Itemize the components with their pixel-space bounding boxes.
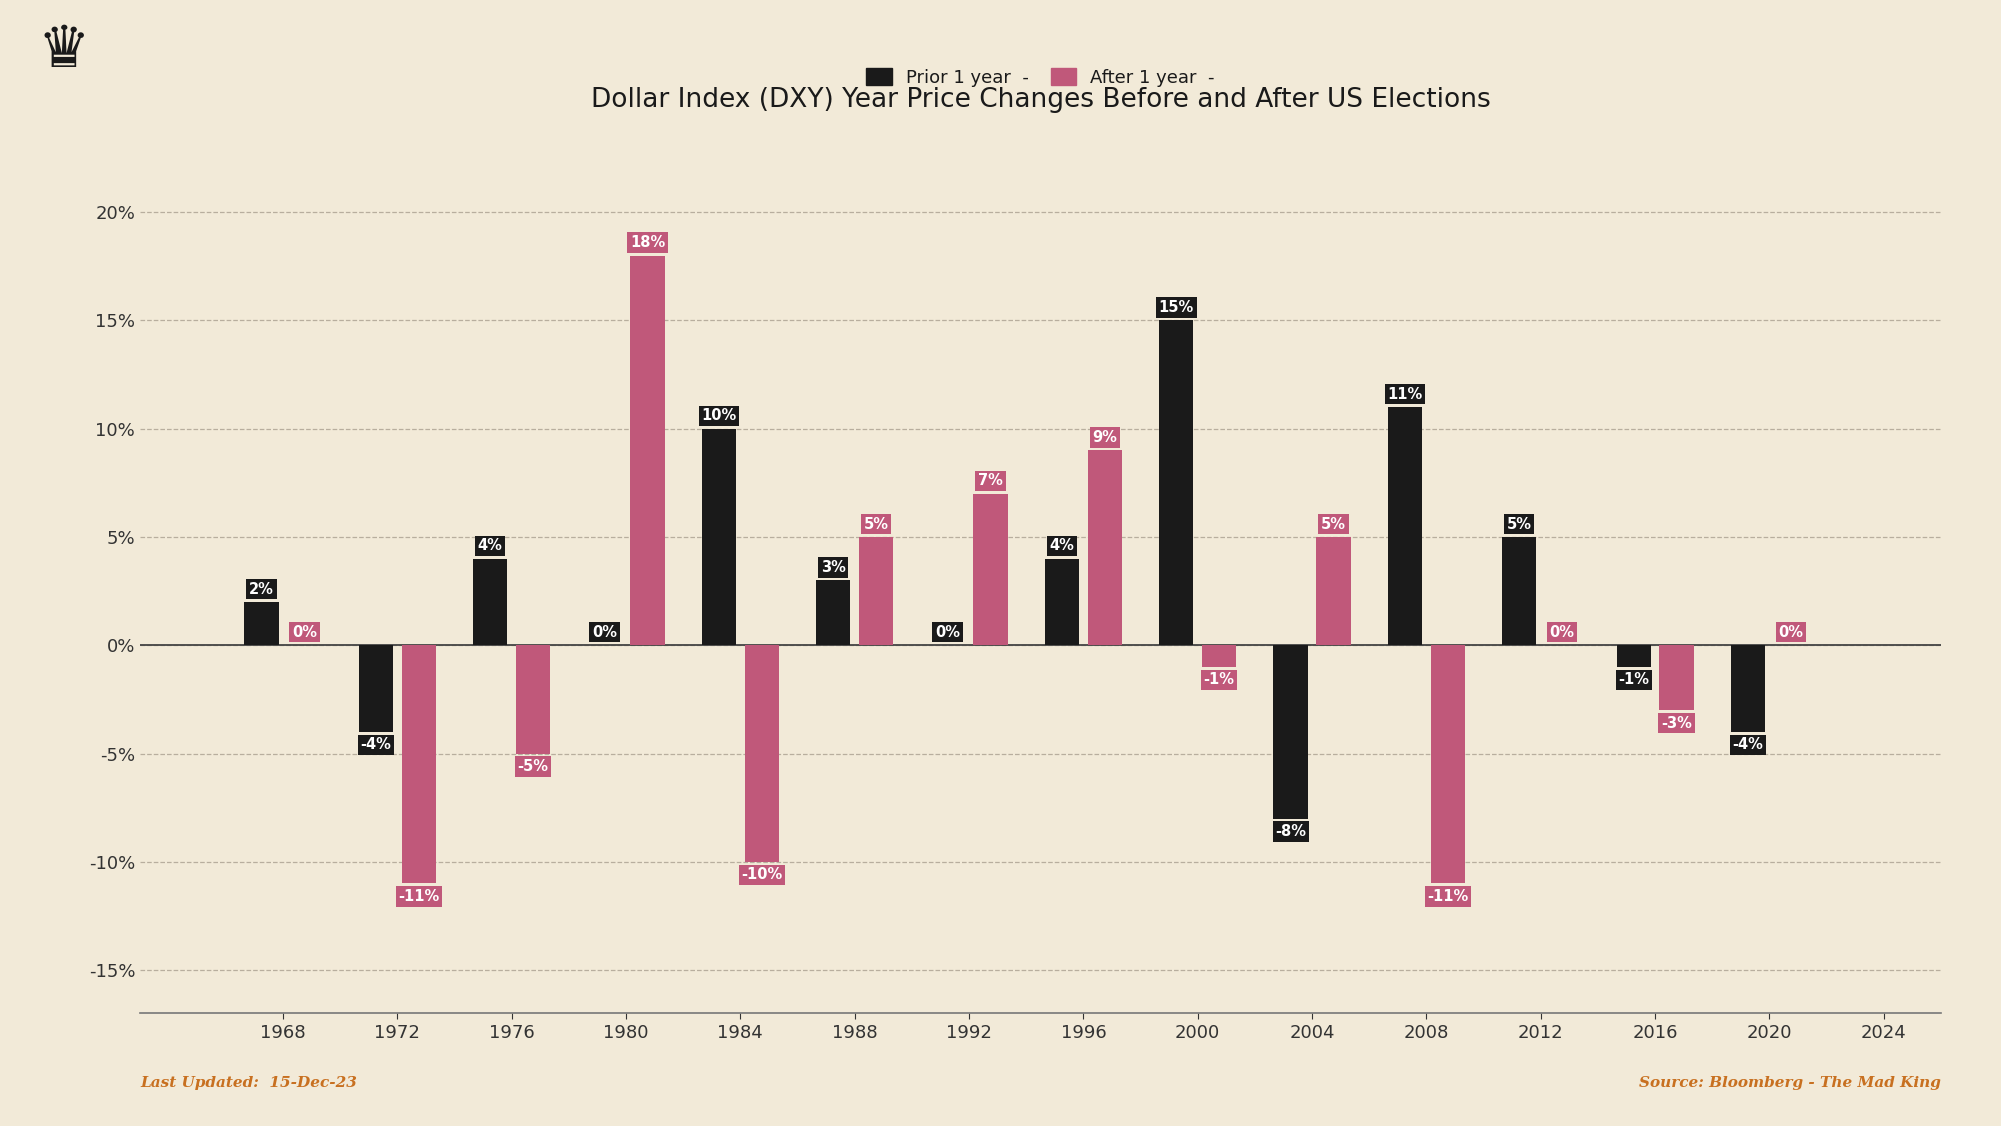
Text: ♛: ♛ xyxy=(38,23,90,79)
Text: 5%: 5% xyxy=(1507,517,1533,531)
Text: -3%: -3% xyxy=(1661,716,1693,731)
Text: 10%: 10% xyxy=(700,409,736,423)
Bar xyxy=(358,645,392,732)
Bar xyxy=(972,493,1009,645)
Text: -5%: -5% xyxy=(518,759,548,774)
Bar xyxy=(472,558,508,645)
Bar xyxy=(744,645,778,861)
Text: 4%: 4% xyxy=(1049,538,1075,553)
Bar xyxy=(630,256,664,645)
Text: 18%: 18% xyxy=(630,235,664,250)
Bar xyxy=(702,429,736,645)
Bar xyxy=(516,645,550,753)
Bar xyxy=(858,537,892,645)
Text: 7%: 7% xyxy=(978,473,1003,489)
Text: -1%: -1% xyxy=(1205,672,1235,687)
Text: -8%: -8% xyxy=(1275,824,1307,839)
Bar xyxy=(402,645,436,884)
Bar xyxy=(1273,645,1309,819)
Text: -4%: -4% xyxy=(360,738,392,752)
Text: Last Updated:  15-Dec-23: Last Updated: 15-Dec-23 xyxy=(140,1075,356,1090)
Text: 0%: 0% xyxy=(1779,625,1803,640)
Text: 0%: 0% xyxy=(592,625,616,640)
Text: 2%: 2% xyxy=(248,581,274,597)
Text: 3%: 3% xyxy=(820,560,846,575)
Bar xyxy=(1203,645,1237,667)
Bar xyxy=(1045,558,1079,645)
Text: -1%: -1% xyxy=(1619,672,1649,687)
Bar xyxy=(816,580,850,645)
Text: 9%: 9% xyxy=(1093,430,1117,445)
Bar xyxy=(1431,645,1465,884)
Text: 5%: 5% xyxy=(1321,517,1347,531)
Text: -11%: -11% xyxy=(398,888,440,904)
Bar xyxy=(1659,645,1693,711)
Bar xyxy=(1731,645,1765,732)
Bar xyxy=(1317,537,1351,645)
Bar xyxy=(1389,408,1423,645)
Bar xyxy=(1159,321,1193,645)
Bar xyxy=(1503,537,1537,645)
Text: 0%: 0% xyxy=(292,625,316,640)
Bar xyxy=(244,602,278,645)
Text: 11%: 11% xyxy=(1387,386,1423,402)
Text: 5%: 5% xyxy=(864,517,888,531)
Text: -11%: -11% xyxy=(1427,888,1469,904)
Text: -10%: -10% xyxy=(740,867,782,883)
Text: Source: Bloomberg - The Mad King: Source: Bloomberg - The Mad King xyxy=(1639,1075,1941,1090)
Text: 0%: 0% xyxy=(1549,625,1575,640)
Bar xyxy=(1089,450,1123,645)
Text: 0%: 0% xyxy=(934,625,960,640)
Text: 15%: 15% xyxy=(1159,300,1195,315)
Text: -4%: -4% xyxy=(1733,738,1763,752)
Legend: Prior 1 year  -, After 1 year  -: Prior 1 year -, After 1 year - xyxy=(866,69,1215,87)
Bar xyxy=(1617,645,1651,667)
Text: 4%: 4% xyxy=(478,538,502,553)
Text: Dollar Index (DXY) Year Price Changes Before and After US Elections: Dollar Index (DXY) Year Price Changes Be… xyxy=(590,87,1491,113)
